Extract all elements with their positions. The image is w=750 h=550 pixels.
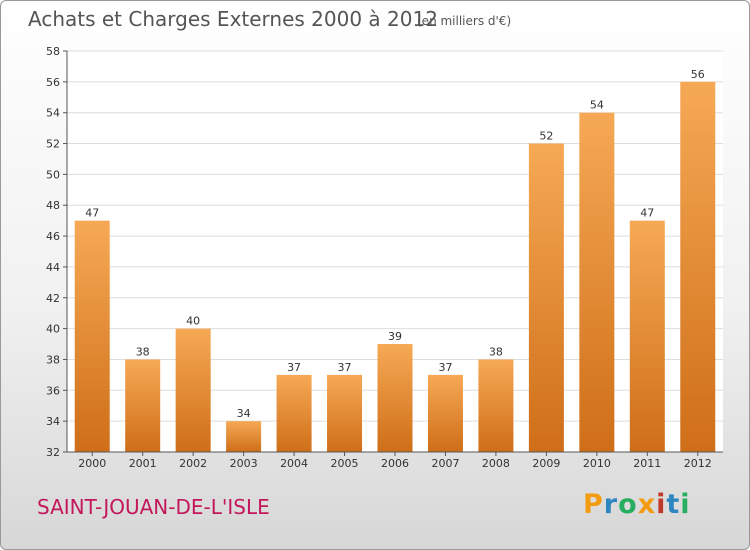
place-name: SAINT-JOUAN-DE-L'ISLE: [37, 495, 270, 519]
chart-title: Achats et Charges Externes 2000 à 2012: [28, 7, 438, 31]
bar: [276, 374, 312, 452]
bar: [427, 374, 463, 452]
data-label: 38: [489, 345, 503, 358]
bar: [175, 328, 211, 452]
bar: [377, 344, 413, 452]
data-label: 39: [388, 330, 402, 343]
x-tick-label: 2003: [230, 457, 258, 470]
y-tick-label: 38: [46, 353, 60, 366]
x-tick-label: 2007: [431, 457, 459, 470]
y-tick-label: 46: [46, 230, 60, 243]
x-tick-label: 2000: [78, 457, 106, 470]
x-tick-label: 2006: [381, 457, 409, 470]
data-label: 47: [640, 207, 654, 220]
data-label: 37: [438, 361, 452, 374]
chart-subtitle: (en milliers d'€): [417, 14, 512, 28]
y-tick-label: 34: [46, 415, 60, 428]
bar: [579, 112, 615, 452]
logo-letter: t: [666, 489, 681, 520]
bar: [327, 374, 363, 452]
x-tick-label: 2004: [280, 457, 308, 470]
x-tick-label: 2001: [129, 457, 157, 470]
y-tick-label: 58: [46, 45, 60, 58]
x-tick-label: 2012: [684, 457, 712, 470]
data-label: 37: [287, 361, 301, 374]
y-tick-label: 44: [46, 261, 60, 274]
logo-letter: r: [603, 489, 619, 520]
y-tick-label: 36: [46, 384, 60, 397]
bar: [74, 220, 110, 452]
logo-letter: x: [637, 489, 657, 520]
data-label: 52: [539, 130, 553, 143]
x-tick-label: 2008: [482, 457, 510, 470]
x-tick-label: 2010: [583, 457, 611, 470]
y-tick-label: 42: [46, 292, 60, 305]
bar: [680, 81, 716, 452]
bar: [528, 143, 564, 453]
data-label: 56: [691, 68, 705, 81]
y-tick-label: 48: [46, 199, 60, 212]
logo-letter: i: [680, 489, 691, 520]
x-tick-label: 2011: [633, 457, 661, 470]
y-tick-label: 32: [46, 446, 60, 459]
x-tick-label: 2009: [532, 457, 560, 470]
y-tick-label: 54: [46, 107, 60, 120]
bar: [629, 220, 665, 452]
bar: [478, 359, 514, 452]
data-label: 47: [85, 207, 99, 220]
data-label: 34: [237, 407, 251, 420]
y-tick-label: 50: [46, 168, 60, 181]
data-label: 37: [338, 361, 352, 374]
logo-letter: P: [583, 489, 604, 520]
data-label: 54: [590, 99, 604, 112]
bar: [226, 421, 262, 452]
proxiti-logo: Proxiti: [583, 489, 691, 520]
logo-letter: o: [618, 489, 638, 520]
bar: [125, 359, 161, 452]
y-tick-label: 40: [46, 323, 60, 336]
data-label: 40: [186, 315, 200, 328]
x-tick-label: 2002: [179, 457, 207, 470]
x-tick-label: 2005: [331, 457, 359, 470]
logo-letter: i: [656, 489, 667, 520]
data-label: 38: [136, 345, 150, 358]
y-tick-label: 52: [46, 138, 60, 151]
y-tick-label: 56: [46, 76, 60, 89]
